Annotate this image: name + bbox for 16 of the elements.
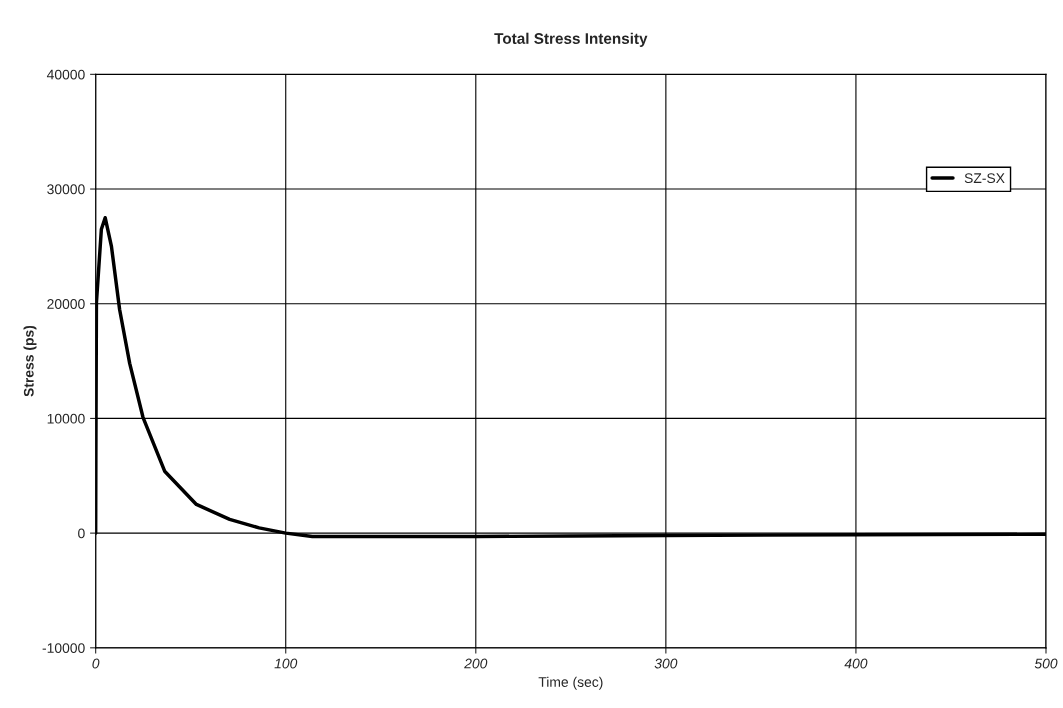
x-tick-label: 200 bbox=[464, 658, 488, 669]
x-axis-title: Time (sec) bbox=[538, 676, 603, 690]
y-tick-label: 40000 bbox=[46, 69, 85, 80]
x-tick-label: 0 bbox=[92, 658, 100, 669]
chart-title: Total Stress Intensity bbox=[494, 32, 648, 47]
y-tick-label: -10000 bbox=[42, 643, 85, 653]
x-tick-label: 100 bbox=[274, 658, 298, 669]
x-tick-label: 500 bbox=[1034, 658, 1058, 669]
x-tick-label: 300 bbox=[654, 658, 678, 669]
y-tick-label: 20000 bbox=[47, 299, 85, 309]
y-tick-label: 10000 bbox=[47, 413, 85, 424]
legend-label: SZ-SX bbox=[964, 173, 1005, 184]
y-tick-label: 0 bbox=[78, 528, 85, 539]
y-axis-title: Stress (ps) bbox=[23, 325, 37, 397]
x-tick-label: 400 bbox=[844, 658, 868, 669]
y-tick-label: 30000 bbox=[47, 184, 85, 195]
